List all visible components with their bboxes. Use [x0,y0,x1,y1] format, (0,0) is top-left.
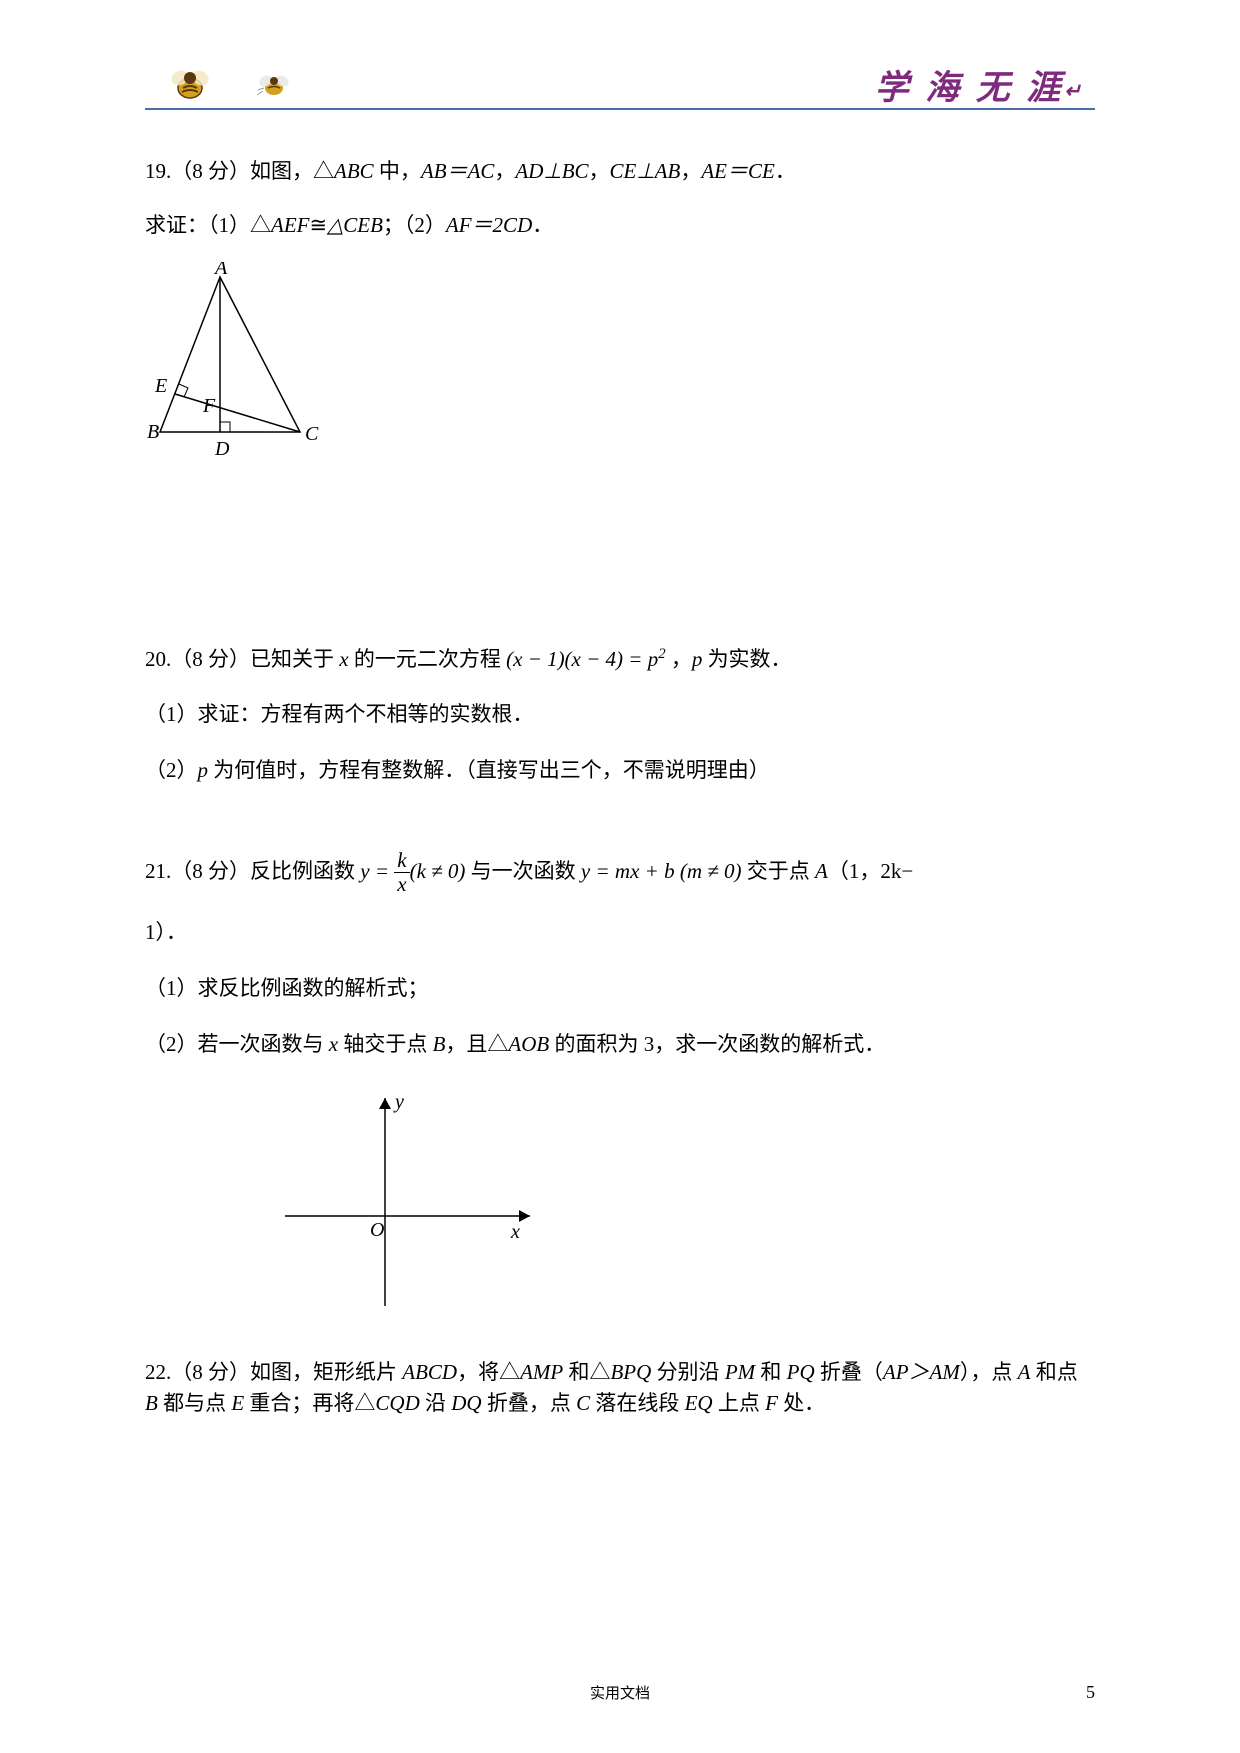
problem-19-line2: 求证：（1）△AEF≅△CEB；（2）AF＝2CD． [145,209,1095,243]
label-y-axis: y [393,1091,404,1113]
page-header: 学 海 无 涯↵ [145,0,1095,110]
label-x-axis: x [510,1221,520,1243]
brand-arrow-icon: ↵ [1064,81,1085,103]
triangle-diagram: A B C D E F [135,262,1095,473]
label-D: D [214,438,230,460]
label-F: F [202,395,216,417]
bee-icon-small [255,70,293,103]
problem-21-line1: 21.（8 分）反比例函数 y = kx(k ≠ 0) 与一次函数 y = mx… [145,848,1095,897]
problem-22: 22.（8 分）如图，矩形纸片 ABCD，将△AMP 和△BPQ 分别沿 PM … [145,1357,1095,1420]
problem-20-sub1: （1）求证：方程有两个不相等的实数根． [145,698,1095,732]
brand-text: 学 海 无 涯↵ [875,60,1085,109]
problem-20-line1: 20.（8 分）已知关于 x 的一元二次方程 (x − 1)(x − 4) = … [145,643,1095,677]
label-C: C [305,423,319,445]
label-O: O [370,1219,384,1241]
label-B: B [147,421,159,443]
problem-22-line1: 22.（8 分）如图，矩形纸片 ABCD，将△AMP 和△BPQ 分别沿 PM … [145,1357,1095,1420]
problem-21-line2: 1）． [145,916,1095,950]
problem-21-sub2: （2）若一次函数与 x 轴交于点 B，且△AOB 的面积为 3，求一次函数的解析… [145,1028,1095,1062]
problem-20-sub2: （2）p 为何值时，方程有整数解．（直接写出三个，不需说明理由） [145,754,1095,788]
label-A: A [213,262,228,279]
problem-19: 19.（8 分）如图，△ABC 中，AB＝AC，AD⊥BC，CE⊥AB，AE＝C… [145,155,1095,473]
problem-19-line1: 19.（8 分）如图，△ABC 中，AB＝AC，AD⊥BC，CE⊥AB，AE＝C… [145,155,1095,189]
problem-20: 20.（8 分）已知关于 x 的一元二次方程 (x − 1)(x − 4) = … [145,643,1095,788]
page-number: 5 [1086,1682,1095,1703]
bee-icon-large [165,60,215,107]
problem-21-sub1: （1）求反比例函数的解析式； [145,972,1095,1006]
label-E: E [154,375,167,397]
coordinate-diagram: O x y [275,1086,1095,1327]
content-area: 19.（8 分）如图，△ABC 中，AB＝AC，AD⊥BC，CE⊥AB，AE＝C… [0,110,1240,1420]
problem-21: 21.（8 分）反比例函数 y = kx(k ≠ 0) 与一次函数 y = mx… [145,848,1095,1327]
footer-text: 实用文档 [590,1682,650,1703]
